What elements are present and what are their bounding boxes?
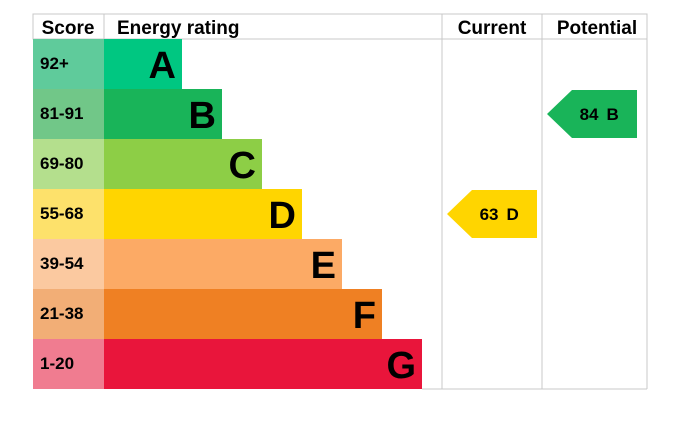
grid-lines — [103, 14, 648, 390]
band-letter-f: F — [353, 295, 376, 337]
score-cell-f — [33, 289, 104, 339]
score-label-a: 92+ — [40, 54, 69, 73]
score-cell-b — [33, 89, 104, 139]
score-label-d: 55-68 — [40, 204, 83, 223]
band-bar-b — [104, 89, 222, 139]
header-energy-rating: Energy rating — [117, 18, 239, 39]
current-rating-value: 63 — [480, 205, 499, 224]
current-rating-band: D — [507, 205, 519, 224]
band-letter-g: G — [386, 345, 416, 387]
band-letter-d: D — [269, 195, 296, 237]
band-bar-a — [104, 39, 182, 89]
band-bar-f — [104, 289, 382, 339]
band-letter-a: A — [149, 45, 176, 87]
band-letter-c: C — [229, 145, 256, 187]
score-cell-e — [33, 239, 104, 289]
header-current: Current — [458, 18, 527, 39]
score-cell-c — [33, 139, 104, 189]
score-cell-a — [33, 39, 104, 89]
band-bar-g — [104, 339, 422, 389]
score-label-e: 39-54 — [40, 254, 84, 273]
header-potential: Potential — [557, 18, 637, 39]
current-rating-arrow — [447, 190, 537, 238]
score-cell-g — [33, 339, 104, 389]
score-label-c: 69-80 — [40, 154, 83, 173]
score-label-g: 1-20 — [40, 354, 74, 373]
band-letter-b: B — [189, 95, 216, 137]
score-label-f: 21-38 — [40, 304, 83, 323]
band-bar-e — [104, 239, 342, 289]
potential-rating-band: B — [607, 105, 619, 124]
band-bar-d — [104, 189, 302, 239]
rating-indicators: 63 D 84 B — [447, 90, 637, 238]
score-cell-d — [33, 189, 104, 239]
header-row — [32, 13, 648, 40]
band-bar-c — [104, 139, 262, 189]
band-letter-e: E — [311, 245, 336, 287]
score-label-b: 81-91 — [40, 104, 83, 123]
header-score: Score — [42, 18, 95, 39]
potential-rating-arrow — [547, 90, 637, 138]
potential-rating-value: 84 — [580, 105, 599, 124]
rating-bands: 92+ A 81-91 B 69-80 C 55-68 D 39-54 E 21-38 F 1-20 G — [33, 39, 422, 389]
